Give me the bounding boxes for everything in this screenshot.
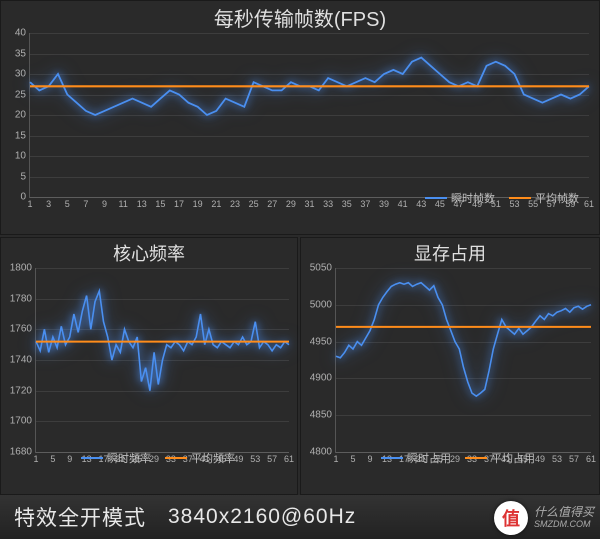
ytick-label: 5000	[310, 299, 336, 310]
watermark-badge-icon: 值	[494, 501, 528, 535]
ytick-label: 15	[15, 130, 30, 141]
legend-item: 平均帧数	[509, 190, 579, 206]
xtick-label: 37	[360, 197, 370, 209]
fps-plot: 0510152025303540135791113151719212325272…	[29, 33, 589, 198]
xtick-label: 53	[552, 452, 562, 464]
legend-label: 平均占用	[491, 450, 535, 466]
core-legend: 瞬时频率 平均频率	[81, 450, 235, 466]
watermark-line2: SMZDM.COM	[534, 520, 594, 530]
xtick-label: 5	[350, 452, 355, 464]
xtick-label: 1	[33, 452, 38, 464]
ytick-label: 1760	[10, 324, 36, 335]
xtick-label: 9	[67, 452, 72, 464]
xtick-label: 25	[249, 197, 259, 209]
legend-label: 平均帧数	[535, 190, 579, 206]
legend-swatch	[509, 197, 531, 199]
xtick-label: 39	[379, 197, 389, 209]
vram-plot: 4800485049004950500050501591317212529333…	[335, 268, 591, 453]
xtick-label: 31	[304, 197, 314, 209]
xtick-label: 3	[46, 197, 51, 209]
xtick-label: 29	[286, 197, 296, 209]
xtick-label: 57	[267, 452, 277, 464]
watermark-line1: 什么值得买	[534, 506, 594, 519]
legend-label: 平均频率	[191, 450, 235, 466]
xtick-label: 13	[137, 197, 147, 209]
xtick-label: 23	[230, 197, 240, 209]
ytick-label: 4900	[310, 373, 336, 384]
xtick-label: 17	[174, 197, 184, 209]
ytick-label: 20	[15, 110, 30, 121]
core-chart-panel: 核心频率 16801700172017401760178018001591317…	[0, 237, 298, 495]
vram-chart-title: 显存占用	[301, 238, 599, 266]
ytick-label: 4800	[310, 447, 336, 458]
xtick-label: 57	[569, 452, 579, 464]
ytick-label: 35	[15, 48, 30, 59]
xtick-label: 11	[118, 197, 127, 209]
ytick-label: 40	[15, 28, 30, 39]
footer-resolution: 3840x2160@60Hz	[168, 505, 356, 529]
legend-swatch	[81, 457, 103, 459]
ytick-label: 1740	[10, 355, 36, 366]
ytick-label: 25	[15, 89, 30, 100]
xtick-label: 41	[398, 197, 408, 209]
ytick-label: 5050	[310, 263, 336, 274]
ytick-label: 4950	[310, 336, 336, 347]
xtick-label: 7	[83, 197, 88, 209]
fps-chart-title: 每秒传输帧数(FPS)	[1, 1, 599, 32]
xtick-label: 19	[193, 197, 203, 209]
xtick-label: 15	[155, 197, 165, 209]
xtick-label: 49	[535, 452, 545, 464]
ytick-label: 1720	[10, 385, 36, 396]
core-chart-title: 核心频率	[1, 238, 297, 266]
legend-swatch	[381, 457, 403, 459]
xtick-label: 33	[323, 197, 333, 209]
legend-swatch	[425, 197, 447, 199]
ytick-label: 1800	[10, 263, 36, 274]
footer-mode: 特效全开模式	[14, 502, 146, 532]
legend-label: 瞬时帧数	[451, 190, 495, 206]
xtick-label: 5	[50, 452, 55, 464]
fps-chart-panel: 每秒传输帧数(FPS) 0510152025303540135791113151…	[0, 0, 600, 235]
legend-item: 瞬时占用	[381, 450, 451, 466]
legend-item: 平均频率	[165, 450, 235, 466]
fps-legend: 瞬时帧数 平均帧数	[425, 190, 579, 206]
ytick-label: 1680	[10, 447, 36, 458]
watermark: 值 什么值得买 SMZDM.COM	[494, 501, 594, 535]
legend-swatch	[465, 457, 487, 459]
legend-item: 平均占用	[465, 450, 535, 466]
ytick-label: 5	[20, 171, 30, 182]
ytick-label: 1700	[10, 416, 36, 427]
xtick-label: 53	[250, 452, 260, 464]
xtick-label: 61	[586, 452, 596, 464]
xtick-label: 21	[211, 197, 221, 209]
ytick-label: 4850	[310, 410, 336, 421]
xtick-label: 61	[284, 452, 294, 464]
xtick-label: 9	[102, 197, 107, 209]
xtick-label: 9	[367, 452, 372, 464]
core-plot: 1680170017201740176017801800159131721252…	[35, 268, 289, 453]
xtick-label: 1	[333, 452, 338, 464]
xtick-label: 1	[27, 197, 32, 209]
xtick-label: 61	[584, 197, 594, 209]
vram-legend: 瞬时占用 平均占用	[381, 450, 535, 466]
legend-item: 瞬时帧数	[425, 190, 495, 206]
legend-swatch	[165, 457, 187, 459]
legend-label: 瞬时频率	[107, 450, 151, 466]
legend-item: 瞬时频率	[81, 450, 151, 466]
legend-label: 瞬时占用	[407, 450, 451, 466]
ytick-label: 10	[15, 151, 30, 162]
xtick-label: 5	[65, 197, 70, 209]
vram-chart-panel: 显存占用 48004850490049505000505015913172125…	[300, 237, 600, 495]
ytick-label: 30	[15, 69, 30, 80]
xtick-label: 27	[267, 197, 277, 209]
ytick-label: 1780	[10, 293, 36, 304]
xtick-label: 35	[342, 197, 352, 209]
